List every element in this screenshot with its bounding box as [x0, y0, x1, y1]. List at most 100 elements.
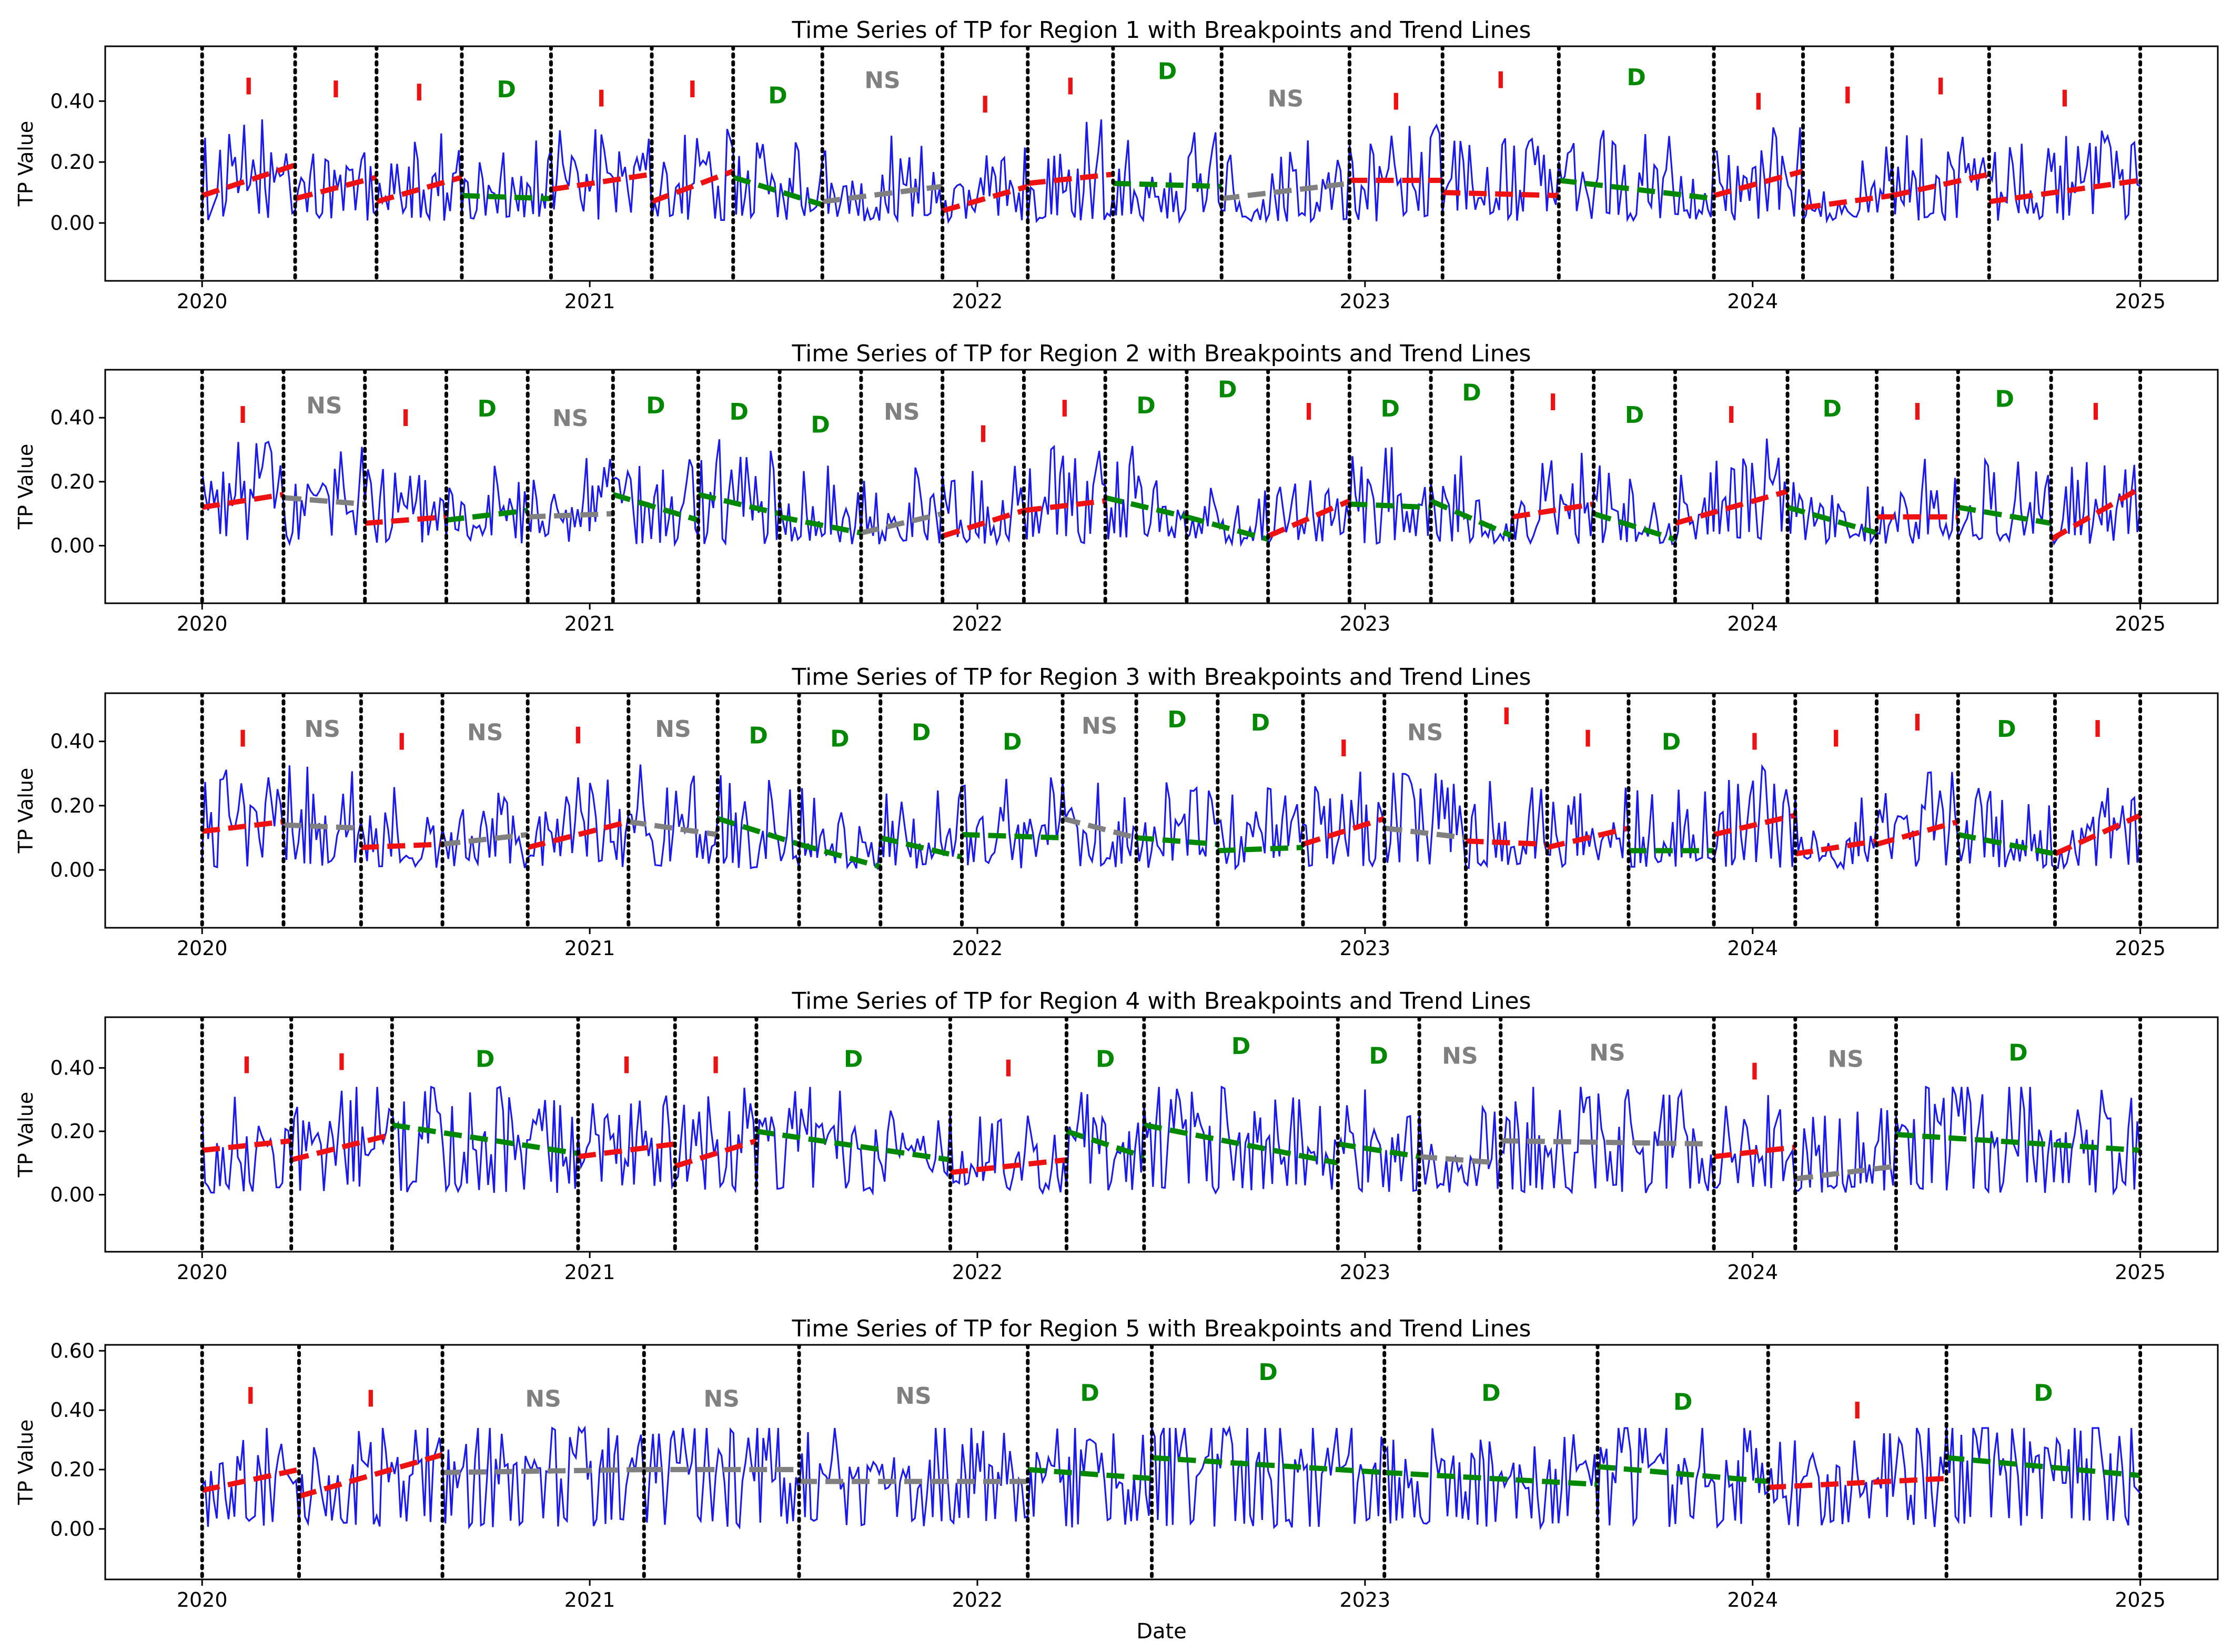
trend-label: D: [1096, 1046, 1115, 1072]
trend-line-d: [698, 492, 781, 516]
subplot-region-3: Time Series of TP for Region 3 with Brea…: [14, 664, 2219, 960]
trend-line-i: [950, 1157, 1067, 1175]
trend-line-i: [1768, 1476, 1947, 1490]
trend-label: D: [478, 396, 497, 422]
trend-label: D: [1231, 1033, 1251, 1060]
trend-label: I: [1750, 729, 1759, 756]
trend-line-ns: [283, 822, 361, 831]
x-tick-label: 2020: [177, 937, 228, 960]
plot-area: I I NS NS NS D D D D I D: [200, 1345, 2143, 1579]
trend-line-i: [1891, 171, 1990, 198]
trend-line-i: [578, 1141, 675, 1160]
trend-label: I: [1913, 399, 1922, 425]
trend-line-ns: [283, 495, 366, 507]
x-tick-label: 2021: [564, 937, 615, 960]
x-tick-label: 2025: [2115, 1588, 2166, 1612]
trend-label: I: [1305, 399, 1313, 425]
trend-line-d: [962, 832, 1063, 840]
trend-label: NS: [304, 716, 340, 743]
trend-line-d: [716, 816, 800, 847]
y-tick-label: 0.40: [50, 1398, 95, 1422]
trend-label: D: [2008, 1039, 2028, 1066]
y-axis-label: TP Value: [14, 444, 37, 530]
tp-series-line: [201, 764, 2142, 871]
plot-area: I I D I I D I D D D NS NS I NS D: [200, 1017, 2143, 1252]
chart-title: Time Series of TP for Region 2 with Brea…: [792, 340, 1531, 367]
trend-label: D: [768, 83, 787, 109]
trend-label: I: [1853, 1397, 1862, 1424]
subplots: Time Series of TP for Region 1 with Brea…: [14, 17, 2219, 1612]
trend-label: I: [398, 729, 406, 756]
trend-line-i: [361, 842, 443, 850]
y-tick-label: 0.20: [50, 150, 95, 174]
x-tick-label: 2022: [952, 290, 1003, 313]
trend-label: I: [1750, 1058, 1759, 1085]
trend-line-d: [612, 492, 699, 523]
trend-label: NS: [306, 392, 342, 419]
trend-label: D: [1218, 376, 1237, 403]
x-tick-label: 2023: [1340, 612, 1391, 635]
trend-label: NS: [1827, 1046, 1864, 1072]
y-axis-label: TP Value: [14, 768, 37, 854]
trend-label: D: [1823, 396, 1842, 422]
trend-line-d: [391, 1122, 579, 1157]
trend-line-ns: [860, 511, 943, 536]
chart-title: Time Series of TP for Region 4 with Brea…: [792, 988, 1531, 1015]
trend-label: I: [1061, 396, 1069, 422]
trend-label: I: [367, 1386, 375, 1413]
trend-label: NS: [1407, 719, 1443, 746]
y-tick-label: 0.00: [50, 1183, 95, 1207]
trend-label: I: [243, 1052, 251, 1079]
trend-line-d: [1136, 835, 1218, 847]
trend-label: D: [1167, 706, 1187, 733]
x-tick-label: 2025: [2115, 612, 2166, 635]
trend-label: D: [830, 726, 850, 753]
trend-label: I: [1066, 73, 1075, 100]
plot-area: I NS I D NS D D D NS I I D D I D D I D I D I D I: [200, 370, 2143, 603]
x-tick-label: 2023: [1340, 1588, 1391, 1612]
trend-line-i: [674, 1138, 758, 1169]
trend-line-i: [1023, 498, 1106, 513]
trend-label: D: [1369, 1042, 1388, 1069]
trend-line-d: [446, 508, 528, 523]
trend-label: NS: [884, 399, 920, 425]
x-tick-label: 2023: [1340, 937, 1391, 960]
trend-line-d: [1946, 1455, 2141, 1478]
trend-label: D: [497, 76, 516, 103]
x-tick-label: 2022: [952, 1261, 1003, 1284]
trend-label: I: [337, 1049, 346, 1076]
trend-line-d: [1152, 1455, 1385, 1475]
y-axis-label: TP Value: [14, 121, 37, 207]
trend-line-i: [1674, 489, 1789, 526]
x-axis-label: Date: [1136, 1619, 1187, 1644]
trend-label: D: [646, 392, 665, 419]
trend-line-i: [1876, 819, 1959, 847]
x-tick-label: 2020: [177, 612, 228, 635]
x-tick-label: 2021: [564, 1261, 615, 1284]
trend-line-d: [732, 175, 823, 207]
trend-line-i: [527, 819, 630, 850]
trend-label: I: [1497, 67, 1505, 94]
trend-line-i: [1713, 1144, 1796, 1160]
trend-line-d: [1065, 1129, 1145, 1159]
trend-label: I: [574, 722, 582, 749]
trend-line-i: [290, 1132, 393, 1163]
trend-label: D: [1673, 1389, 1693, 1415]
trend-line-i: [1713, 813, 1796, 837]
x-tick-label: 2023: [1340, 1261, 1391, 1284]
trend-label: I: [415, 79, 423, 106]
trend-line-d: [880, 835, 963, 860]
trend-label: I: [1339, 735, 1348, 762]
y-tick-label: 0.00: [50, 211, 95, 235]
axes-frame: [104, 1344, 2219, 1580]
trend-label: D: [811, 411, 830, 438]
trend-label: I: [597, 85, 605, 112]
trend-label: NS: [864, 67, 901, 94]
trend-label: I: [1727, 402, 1735, 429]
trend-line-i: [651, 168, 734, 205]
plot-area: I I I D I I D NS I I D NS I I D I I I I: [200, 46, 2143, 281]
axes-frame: [104, 692, 2219, 929]
trend-label: NS: [1589, 1039, 1625, 1066]
chart-title: Time Series of TP for Region 1 with Brea…: [792, 17, 1531, 44]
